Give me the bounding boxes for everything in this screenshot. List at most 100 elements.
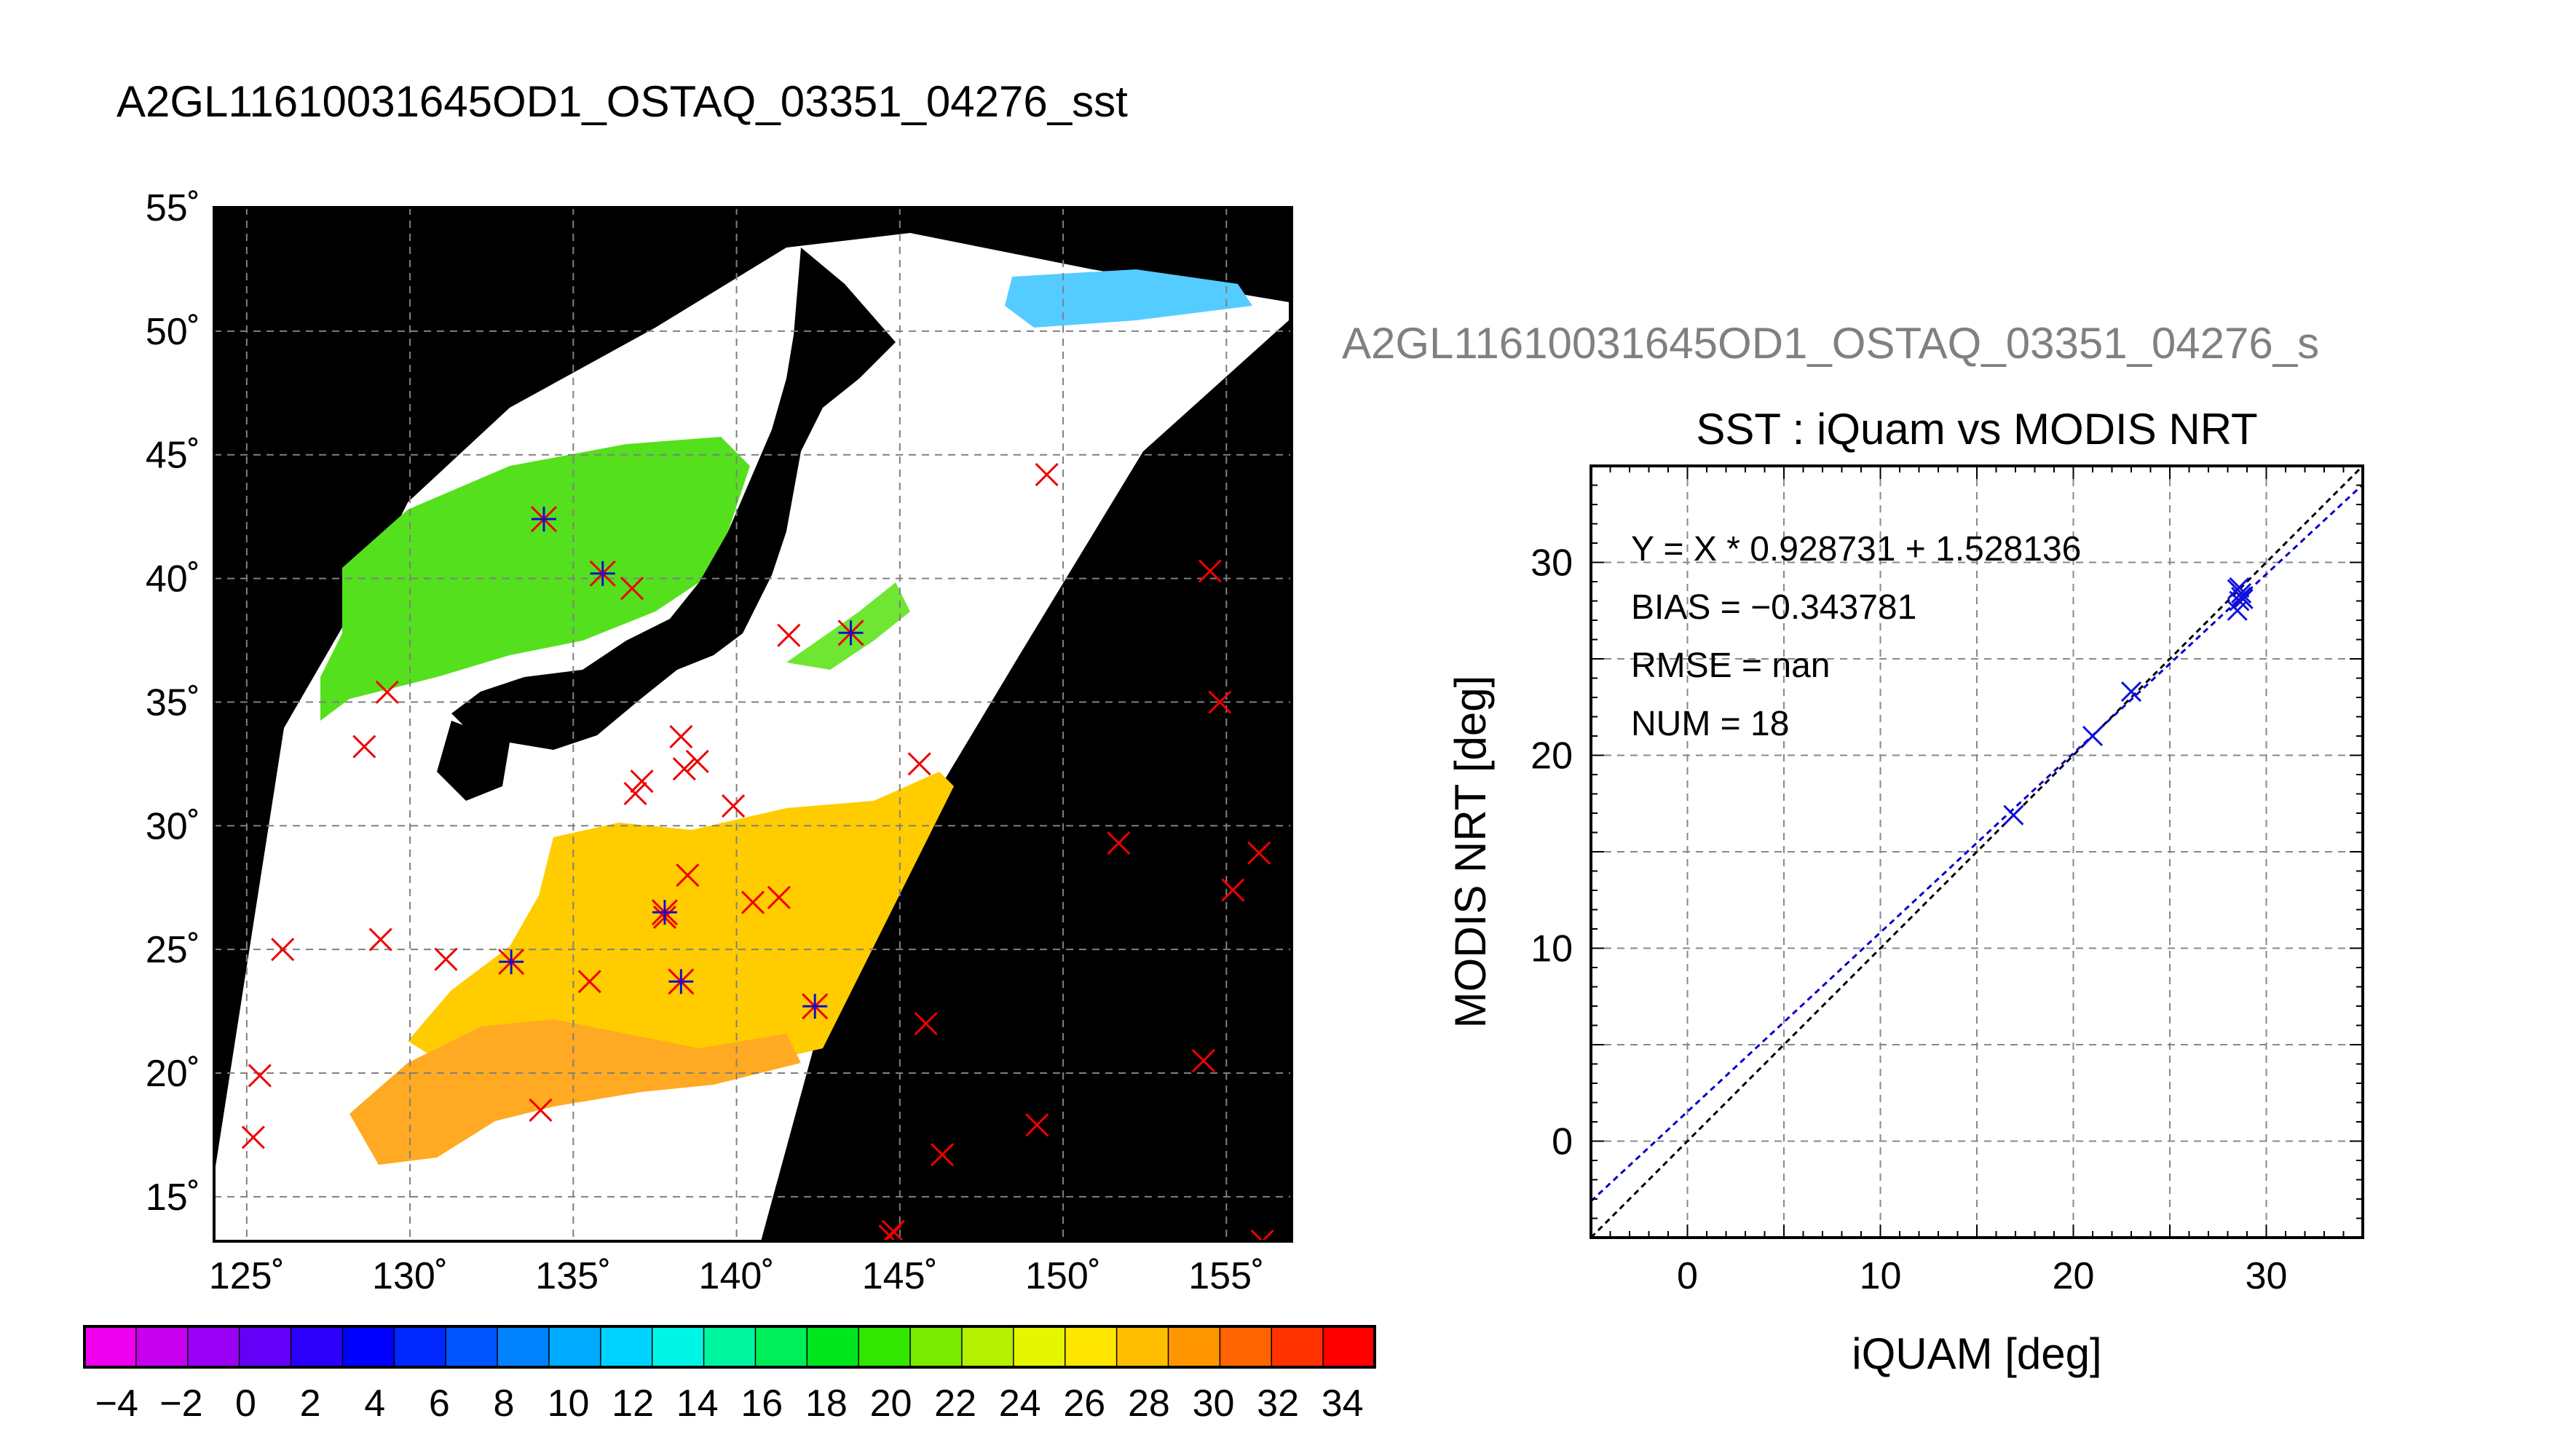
map-lat-label: 40˚	[146, 558, 200, 601]
scatter-point	[2082, 725, 2104, 747]
scatter-y-tick-label: 20	[1531, 735, 1573, 778]
scatter-grid	[1591, 466, 2363, 1238]
colorbar-label: 16	[741, 1382, 783, 1425]
colorbar-cell	[1116, 1326, 1169, 1367]
scatter-file-title: A2GL11610031645OD1_OSTAQ_03351_04276_s	[1342, 319, 2319, 368]
sst-blue-region	[1005, 269, 1252, 328]
colorbar-cell	[755, 1326, 807, 1367]
red-x-marker	[767, 885, 791, 909]
blue-star-marker	[651, 899, 678, 926]
map-blue-star-markers	[498, 505, 864, 1020]
colorbar-cells	[84, 1326, 1375, 1367]
colorbar-cell	[703, 1326, 756, 1367]
blue-star-marker	[837, 620, 864, 646]
red-x-marker	[881, 1219, 905, 1241]
red-x-marker	[1107, 831, 1131, 855]
colorbar-label: −4	[95, 1382, 138, 1425]
red-x-marker	[1247, 841, 1271, 865]
red-x-marker	[375, 680, 399, 704]
red-x-marker	[241, 1125, 265, 1150]
red-x-marker	[1250, 1229, 1274, 1241]
red-x-marker	[672, 757, 696, 781]
scatter-y-tick-label: 0	[1552, 1121, 1573, 1163]
scatter-point	[2229, 577, 2250, 598]
colorbar-cell	[910, 1326, 963, 1367]
colorbar-cell	[84, 1326, 137, 1367]
map-lat-label: 20˚	[146, 1053, 200, 1095]
scatter-x-tick-label: 10	[1860, 1255, 1902, 1297]
red-x-marker	[1191, 1048, 1215, 1073]
map-lon-labels: 125˚ 130˚ 135˚ 140˚ 145˚ 150˚ 155˚	[209, 1255, 1265, 1297]
colorbar-cell	[239, 1326, 292, 1367]
colorbar-label: 18	[805, 1382, 848, 1425]
red-x-marker	[1198, 559, 1222, 583]
red-x-marker	[271, 938, 295, 962]
colorbar-cell	[1065, 1326, 1118, 1367]
colorbar-frame	[83, 1325, 1376, 1369]
colorbar-cell	[1271, 1326, 1324, 1367]
colorbar-cell	[652, 1326, 705, 1367]
colorbar-cell	[187, 1326, 240, 1367]
colorbar-cell	[807, 1326, 859, 1367]
scatter-x-axis-label: iQUAM [deg]	[1852, 1329, 2101, 1378]
scatter-y-tick-label: 10	[1531, 928, 1573, 970]
colorbar-cell	[1220, 1326, 1272, 1367]
red-x-marker	[577, 970, 601, 994]
sst-yellow-region	[408, 772, 954, 1077]
red-x-marker	[931, 1143, 955, 1167]
map-lat-label: 25˚	[146, 929, 200, 971]
blue-star-marker	[589, 560, 616, 587]
map-lon-label: 135˚	[535, 1255, 611, 1297]
blue-star-marker	[668, 968, 695, 995]
colorbar-cell	[858, 1326, 911, 1367]
colorbar-label: 2	[300, 1382, 321, 1425]
map-lon-label: 130˚	[372, 1255, 448, 1297]
red-x-marker	[623, 782, 647, 806]
colorbar-cell	[1323, 1326, 1375, 1367]
red-x-marker	[907, 752, 931, 776]
map-lon-label: 140˚	[699, 1255, 775, 1297]
red-x-marker	[1221, 878, 1245, 902]
colorbar-label: 8	[493, 1382, 514, 1425]
stats-bias: BIAS = −0.343781	[1631, 588, 1916, 627]
land-kyushu	[437, 721, 510, 801]
colorbar-cell	[548, 1326, 601, 1367]
map-lon-label: 150˚	[1025, 1255, 1101, 1297]
map-lon-label: 125˚	[209, 1255, 285, 1297]
colorbar: −4 −2 0 2 4 6 8 10 12 14 16 18 20 22 24 26 28 30 32 34	[83, 1325, 1376, 1425]
red-x-marker	[1025, 1113, 1049, 1137]
colorbar-cell	[600, 1326, 653, 1367]
map-grid	[214, 207, 1292, 1241]
scatter-point	[2232, 588, 2254, 609]
colorbar-label: 0	[235, 1382, 256, 1425]
scatter-point	[2003, 804, 2024, 826]
scatter-x-tick-labels: 0 10 20 30	[1677, 1255, 2287, 1297]
map-lon-label: 145˚	[862, 1255, 938, 1297]
colorbar-cell	[135, 1326, 189, 1367]
colorbar-cell	[961, 1326, 1014, 1367]
colorbar-label: 24	[999, 1382, 1041, 1425]
colorbar-label: 28	[1128, 1382, 1170, 1425]
stats-fit-equation: Y = X * 0.928731 + 1.528136	[1631, 530, 2081, 569]
red-x-marker	[722, 794, 746, 818]
red-x-marker	[777, 623, 801, 647]
scatter-panel: SST : iQuam vs MODIS NRT 0 10 20 30 0 10 20 30…	[1446, 405, 2364, 1378]
map-lat-label: 15˚	[146, 1176, 200, 1219]
red-x-marker	[676, 863, 700, 887]
map-lat-label: 30˚	[146, 805, 200, 847]
colorbar-label: 6	[429, 1382, 450, 1425]
map-title: A2GL11610031645OD1_OSTAQ_03351_04276_sst	[117, 77, 1128, 126]
red-x-marker	[434, 947, 458, 971]
red-x-marker	[1035, 462, 1059, 486]
colorbar-cell	[446, 1326, 498, 1367]
colorbar-label: 12	[612, 1382, 654, 1425]
map-lat-label: 50˚	[146, 311, 200, 353]
scatter-ticks	[1590, 465, 2364, 1238]
stats-num: NUM = 18	[1631, 705, 1789, 743]
scatter-y-tick-labels: 0 10 20 30	[1531, 542, 1573, 1163]
sst-orange-region	[350, 1019, 801, 1165]
colorbar-labels: −4 −2 0 2 4 6 8 10 12 14 16 18 20 22 24 26 28 30 32 34	[95, 1382, 1364, 1425]
blue-star-marker	[530, 505, 558, 533]
colorbar-label: 34	[1322, 1382, 1364, 1425]
